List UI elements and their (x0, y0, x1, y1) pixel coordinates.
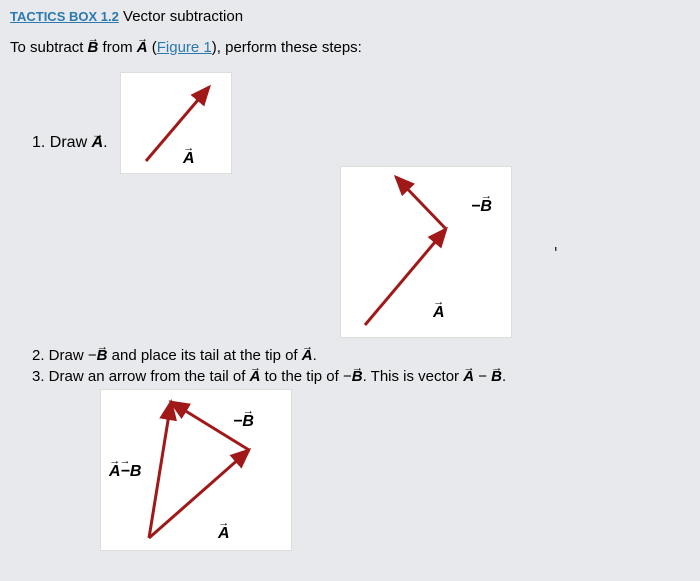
title-rest: Vector subtraction (119, 8, 243, 25)
vec-B: B (88, 39, 99, 56)
step3-suffix: . (502, 368, 506, 385)
vec-A-step1: A (92, 134, 104, 152)
figure-2-wrap: A→−B→ (340, 166, 690, 343)
stray-mark: ' (554, 244, 557, 265)
figure-3: A→−B→A−B→ → (100, 389, 292, 551)
vec-B-step2: B (97, 347, 108, 364)
step2-suffix: . (313, 347, 317, 364)
title-line: TACTICS BOX 1.2 Vector subtraction (10, 8, 690, 25)
intro-suffix: ), perform these steps: (212, 39, 362, 56)
tactics-label: TACTICS BOX 1.2 (10, 9, 119, 24)
step1-suffix: . (103, 134, 107, 151)
step3-prefix: 3. Draw an arrow from the tail of (32, 368, 250, 385)
step2-prefix: 2. Draw (32, 347, 88, 364)
svg-text:→: → (183, 142, 194, 154)
vec-A: A (137, 39, 148, 56)
vec-A-step3a: A (250, 368, 261, 385)
neg-sign-2: − (343, 368, 352, 385)
neg-sign: − (88, 347, 97, 364)
step2-mid: and place its tail at the tip of (107, 347, 301, 364)
page-container: TACTICS BOX 1.2 Vector subtraction To su… (0, 0, 700, 581)
figure-3-svg: A→−B→A−B→ → (101, 390, 291, 550)
step3-mid2: . This is vector (363, 368, 464, 385)
svg-text:→: → (218, 517, 229, 529)
svg-text:→: → (243, 405, 254, 417)
figure-1: A→ (120, 72, 232, 174)
step1-row: 1. Draw A. A→ (32, 72, 690, 174)
intro-prefix: To subtract (10, 39, 88, 56)
intro-text: To subtract B from A (Figure 1), perform… (10, 39, 690, 56)
svg-text:→ →: → → (109, 455, 128, 467)
intro-mid: from (98, 39, 136, 56)
figure-2: A→−B→ (340, 166, 512, 338)
svg-text:→: → (433, 296, 444, 308)
svg-text:→: → (481, 190, 492, 202)
minus-sign: − (474, 368, 491, 385)
figure-3-wrap: A→−B→A−B→ → (100, 389, 690, 556)
figure-2-svg: A→−B→ (341, 167, 511, 337)
step3-mid: to the tip of (260, 368, 343, 385)
vec-A-step3b: A (463, 368, 474, 385)
vec-A-step2: A (302, 347, 313, 364)
figure-link[interactable]: Figure 1 (157, 39, 212, 56)
figure-1-svg: A→ (121, 73, 231, 173)
vec-B-step3: B (352, 368, 363, 385)
step3-text: 3. Draw an arrow from the tail of A to t… (32, 368, 690, 385)
vec-B-step3b: B (491, 368, 502, 385)
step1-text: 1. Draw A. (32, 134, 120, 174)
step1-prefix: 1. Draw (32, 134, 92, 151)
